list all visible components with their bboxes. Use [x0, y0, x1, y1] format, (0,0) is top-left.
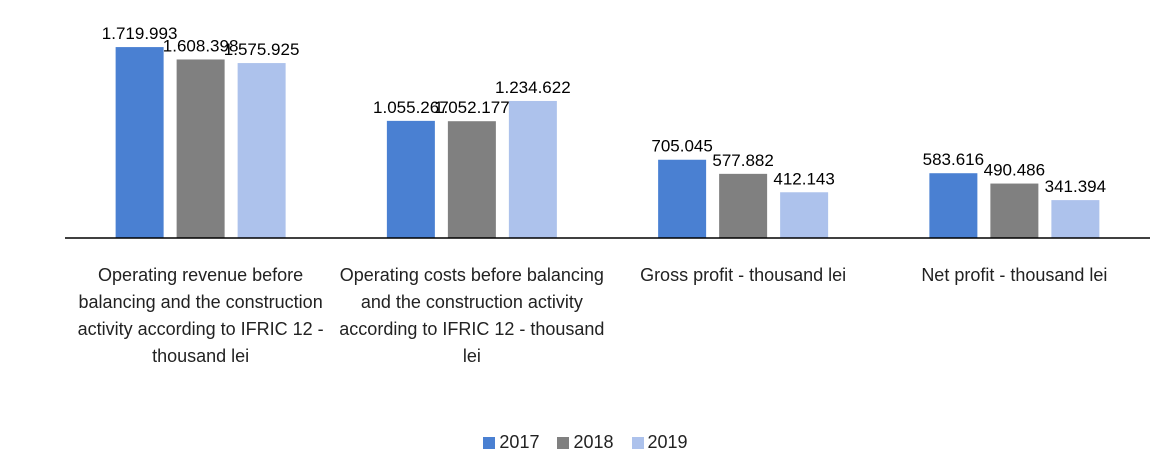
x-tick-label: Operating costs before balancing and the…	[339, 265, 605, 366]
legend-swatch	[631, 436, 644, 449]
legend: 2017 2018 2019	[0, 432, 1171, 453]
data-label: 577.882	[712, 151, 773, 170]
data-label: 583.616	[923, 150, 984, 169]
bar	[658, 159, 707, 238]
legend-swatch	[483, 436, 496, 449]
data-label: 412.143	[773, 169, 834, 188]
data-label: 490.486	[984, 161, 1045, 180]
legend-label: 2018	[573, 432, 614, 452]
bar	[929, 173, 978, 238]
bar	[1051, 200, 1100, 238]
data-label: 1.052.177	[434, 98, 510, 117]
bar	[990, 183, 1039, 238]
legend-item: 2017	[483, 432, 539, 453]
legend-label: 2019	[647, 432, 688, 452]
bar	[447, 121, 496, 238]
legend-label: 2017	[499, 432, 540, 452]
x-tick-label: Operating revenue before balancing and t…	[77, 265, 324, 366]
bar	[237, 63, 286, 238]
bar	[176, 59, 225, 239]
data-label: 1.234.622	[495, 78, 571, 97]
x-tick-label: Net profit - thousand lei	[921, 265, 1108, 285]
data-label: 1.575.925	[224, 40, 300, 59]
bar	[719, 173, 768, 238]
bar	[386, 120, 435, 238]
data-label: 705.045	[651, 137, 712, 156]
bar	[115, 47, 164, 238]
data-label: 1.055.267	[373, 98, 449, 117]
legend-item: 2018	[557, 432, 614, 453]
data-label: 1.719.993	[102, 24, 178, 43]
bar	[780, 192, 829, 238]
data-label: 1.608.398	[163, 36, 239, 55]
x-tick-label: Gross profit - thousand lei	[640, 265, 847, 285]
legend-item: 2019	[631, 432, 688, 453]
legend-swatch	[557, 436, 570, 449]
bar	[508, 100, 557, 238]
data-label: 341.394	[1045, 177, 1106, 196]
